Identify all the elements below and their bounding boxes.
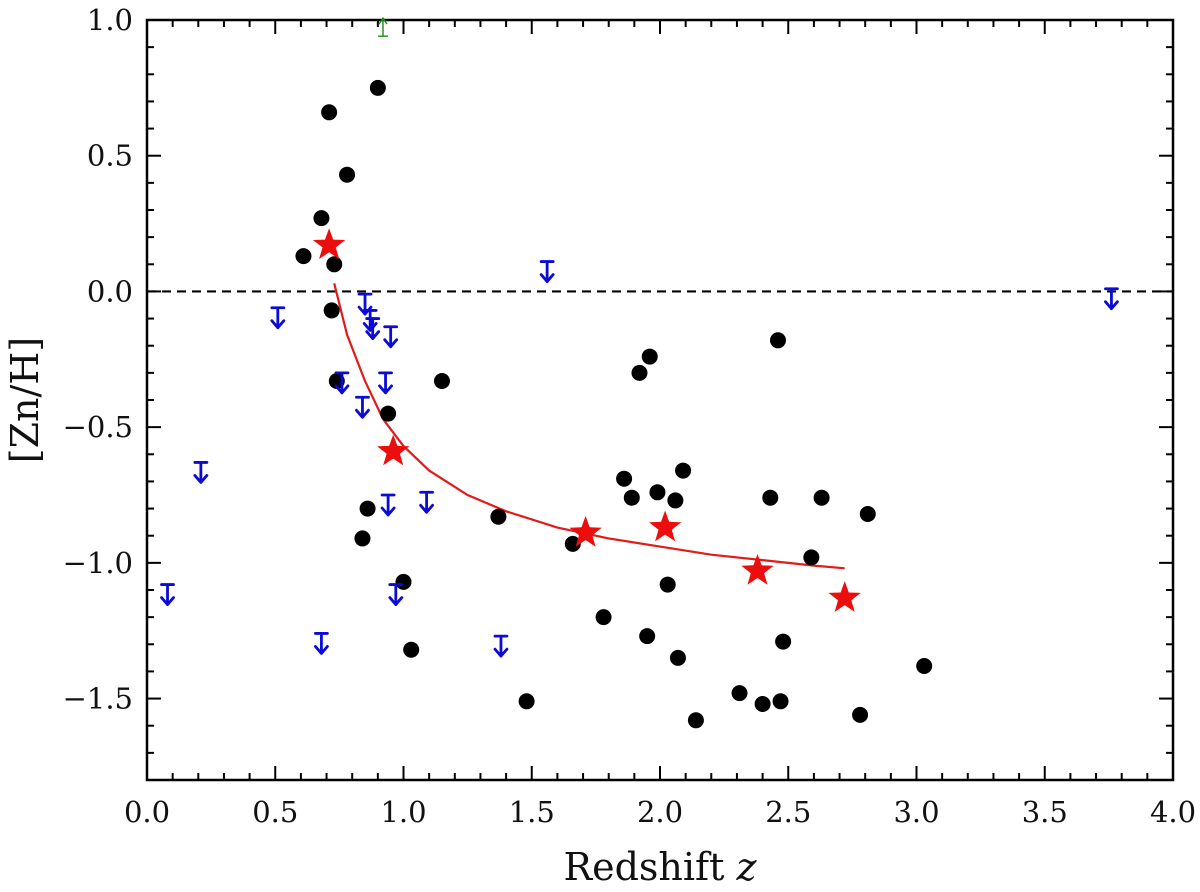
y-tick-label: 0.0: [87, 274, 133, 308]
detection-point: [403, 641, 420, 658]
detection-point: [669, 649, 686, 666]
detection-point: [754, 696, 771, 712]
detection-point: [490, 508, 507, 525]
y-tick-label: −0.5: [63, 410, 133, 444]
detection-point: [639, 628, 656, 645]
y-axis-label: [Zn/H]: [3, 337, 47, 463]
x-tick-label: 3.5: [1022, 795, 1068, 829]
detection-point: [395, 573, 412, 590]
y-tick-label: 1.0: [87, 3, 133, 37]
x-tick-label: 3.0: [893, 795, 939, 829]
detection-point: [354, 530, 371, 547]
upper-limit-arrow: [539, 260, 555, 283]
upper-limit-arrow: [378, 371, 393, 395]
x-tick-label: 0.0: [124, 795, 170, 829]
x-tick-label: 1.5: [509, 795, 555, 829]
detection-point: [369, 79, 386, 96]
x-tick-label: 2.5: [765, 795, 811, 829]
upper-limit-arrow: [314, 632, 329, 655]
detection-point: [813, 489, 830, 506]
detection-point: [659, 576, 676, 593]
binned-mean-star: [649, 510, 682, 542]
detection-point: [321, 104, 338, 121]
y-tick-label: −1.0: [63, 546, 133, 580]
detection-point: [762, 489, 779, 506]
detection-point: [380, 405, 397, 422]
upper-limit-arrow: [1104, 287, 1119, 311]
upper-limit-arrow: [270, 306, 286, 330]
detection-point: [641, 348, 658, 365]
detection-point: [859, 506, 876, 522]
binned-mean-star: [828, 581, 861, 612]
detection-point: [359, 500, 376, 517]
detection-point: [775, 633, 792, 650]
upper-limit-arrow: [419, 490, 434, 514]
detection-point: [323, 302, 340, 319]
detection-point: [631, 364, 648, 381]
upper-limit-arrow: [355, 395, 370, 419]
upper-limit-arrow: [380, 493, 396, 517]
axis-ticks: [146, 19, 1174, 781]
detection-point: [313, 210, 330, 227]
detection-point: [649, 484, 666, 501]
binned-mean-star: [377, 434, 410, 466]
y-tick-label: 0.5: [87, 139, 133, 173]
upper-limit-arrow: [362, 309, 378, 332]
upper-limit-arrow: [193, 461, 209, 484]
detection-point: [616, 470, 633, 487]
detection-point: [518, 693, 535, 710]
detection-point: [564, 535, 581, 552]
x-tick-labels: 0.0 0.5 1.0 1.5 2.0 2.5 3.0 3.5 4.0: [124, 795, 1196, 829]
detection-point: [433, 373, 450, 389]
detection-point: [295, 248, 312, 265]
detection-point: [769, 332, 786, 349]
detections-layer: [295, 79, 933, 729]
binned-mean-star: [741, 554, 774, 585]
detection-point: [339, 166, 356, 183]
fit-curve: [333, 283, 845, 570]
fit-curve-layer: [333, 283, 845, 570]
detection-point: [803, 549, 820, 566]
plot-frame: [145, 18, 1175, 782]
x-tick-label: 4.0: [1150, 795, 1196, 829]
x-tick-label: 1.0: [380, 795, 426, 829]
lower-limit-arrow: [377, 16, 388, 37]
upper-limit-arrow: [160, 583, 175, 606]
upper-limit-arrow: [388, 583, 404, 606]
detection-point: [731, 685, 748, 702]
y-tick-labels: 1.0 0.5 0.0 −0.5 −1.0 −1.5: [63, 3, 133, 716]
x-tick-label: 0.5: [252, 795, 298, 829]
detection-point: [852, 706, 869, 723]
x-axis-variable: z: [735, 845, 757, 889]
detection-point: [667, 492, 684, 509]
limits-layer: [160, 16, 1119, 658]
binned-mean-star: [312, 228, 346, 259]
detection-point: [675, 462, 692, 479]
upper-limit-arrow: [493, 634, 509, 658]
detection-point: [772, 693, 789, 710]
y-tick-label: −1.5: [63, 682, 133, 716]
detection-point: [623, 489, 640, 506]
detection-point: [326, 256, 343, 273]
x-tick-label: 2.0: [637, 795, 683, 829]
binned-means-layer: [312, 228, 861, 612]
upper-limit-arrow: [383, 325, 399, 349]
detection-point: [687, 712, 704, 729]
x-axis-label: Redshift z: [563, 845, 757, 889]
binned-mean-star: [569, 516, 602, 547]
detection-point: [916, 658, 933, 674]
upper-limit-arrow: [365, 317, 381, 340]
detection-point: [595, 609, 612, 626]
upper-limit-arrow: [334, 371, 350, 395]
